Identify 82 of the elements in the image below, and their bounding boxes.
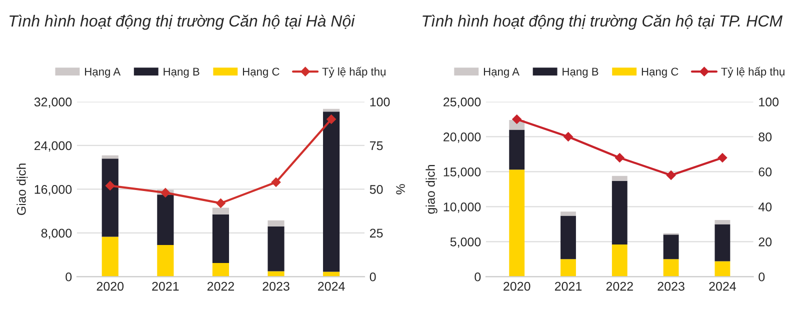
x-tick-label: 2020 [504, 282, 530, 291]
y-axis-title: Giao dịch [16, 164, 28, 215]
y2-tick-label: 25 [370, 228, 383, 238]
bar [268, 271, 284, 277]
bar [212, 208, 230, 214]
point [106, 181, 115, 190]
bar [612, 244, 628, 277]
legend-label: Hạng C [242, 68, 280, 78]
y2-tick-label: 40 [758, 202, 772, 212]
y2-tick-label: 60 [758, 168, 772, 176]
bar [102, 158, 118, 237]
x-tick-label: 2024 [709, 282, 736, 291]
y2-tick-label: 100 [370, 98, 390, 106]
chart-title: Tình hình hoạt động thị trường Căn hộ tại Hà Nội [10, 14, 355, 30]
x-tick-label: 2021 [554, 282, 582, 291]
bar [268, 226, 284, 272]
bar [612, 180, 628, 244]
bar [323, 272, 340, 277]
bar [157, 244, 174, 277]
y-tick-label: 0 [66, 272, 72, 282]
point [666, 170, 676, 180]
y2-tick-label: 80 [758, 132, 772, 142]
y2-axis-title: % [396, 184, 405, 194]
y2-tick-label: 0 [758, 272, 765, 282]
point [160, 188, 170, 198]
y-tick-label: 10,000 [444, 202, 481, 213]
bar [663, 259, 679, 277]
y-tick-label: 16,000 [34, 185, 72, 196]
bar [102, 236, 118, 277]
y-tick-label: 20,000 [444, 132, 481, 143]
x-tick-label: 2023 [658, 282, 684, 291]
point [216, 198, 226, 208]
legend-label: Hạng C [642, 68, 678, 78]
y-tick-label: 32,000 [34, 98, 72, 108]
y-tick-label: 24,000 [34, 141, 72, 152]
x-tick-label: 2020 [96, 282, 124, 291]
bar [560, 212, 576, 216]
y2-tick-label: 75 [370, 141, 383, 150]
legend-label: Hạng B [164, 68, 200, 78]
bar [714, 261, 730, 277]
y-tick-label: 8,000 [41, 228, 72, 240]
x-tick-label: 2024 [318, 282, 345, 291]
point [564, 132, 573, 142]
legend-label: Hạng A [85, 68, 121, 78]
point [271, 178, 281, 187]
bar [663, 234, 679, 260]
bar [268, 220, 284, 226]
y2-tick-label: 0 [370, 272, 376, 282]
bar [509, 130, 525, 170]
bar [212, 214, 230, 263]
bar [323, 112, 340, 272]
point [512, 114, 522, 124]
bar [612, 176, 628, 181]
x-tick-label: 2023 [262, 282, 290, 291]
y2-tick-label: 20 [758, 237, 772, 246]
bar [157, 194, 174, 245]
bar [323, 108, 340, 112]
y2-tick-label: 50 [370, 185, 383, 194]
bar [714, 224, 730, 262]
legend-label: Tỷ lệ hấp thụ [721, 66, 784, 78]
bar [102, 155, 118, 159]
y-tick-label: 0 [474, 272, 481, 282]
point [718, 153, 728, 162]
x-tick-label: 2022 [606, 282, 633, 291]
y-tick-label: 25,000 [444, 98, 481, 108]
y-axis-title: giao dịch [426, 165, 438, 214]
y-tick-label: 15,000 [444, 168, 481, 178]
bar [560, 216, 576, 260]
x-tick-label: 2022 [207, 282, 234, 291]
bar [212, 262, 230, 277]
point [326, 114, 336, 124]
bar [714, 220, 730, 224]
bar [560, 259, 576, 277]
chart-title: Tình hình hoạt động thị trường Căn hộ tại TP. HCM [422, 14, 783, 30]
legend-label: Hạng A [484, 68, 520, 78]
legend-label: Hạng B [562, 68, 598, 78]
legend-label: Tỷ lệ hấp thụ [322, 66, 386, 78]
point [615, 153, 624, 162]
x-tick-label: 2021 [152, 282, 179, 291]
bar [509, 170, 525, 277]
y-tick-label: 5,000 [450, 237, 481, 248]
y2-tick-label: 100 [759, 98, 779, 106]
